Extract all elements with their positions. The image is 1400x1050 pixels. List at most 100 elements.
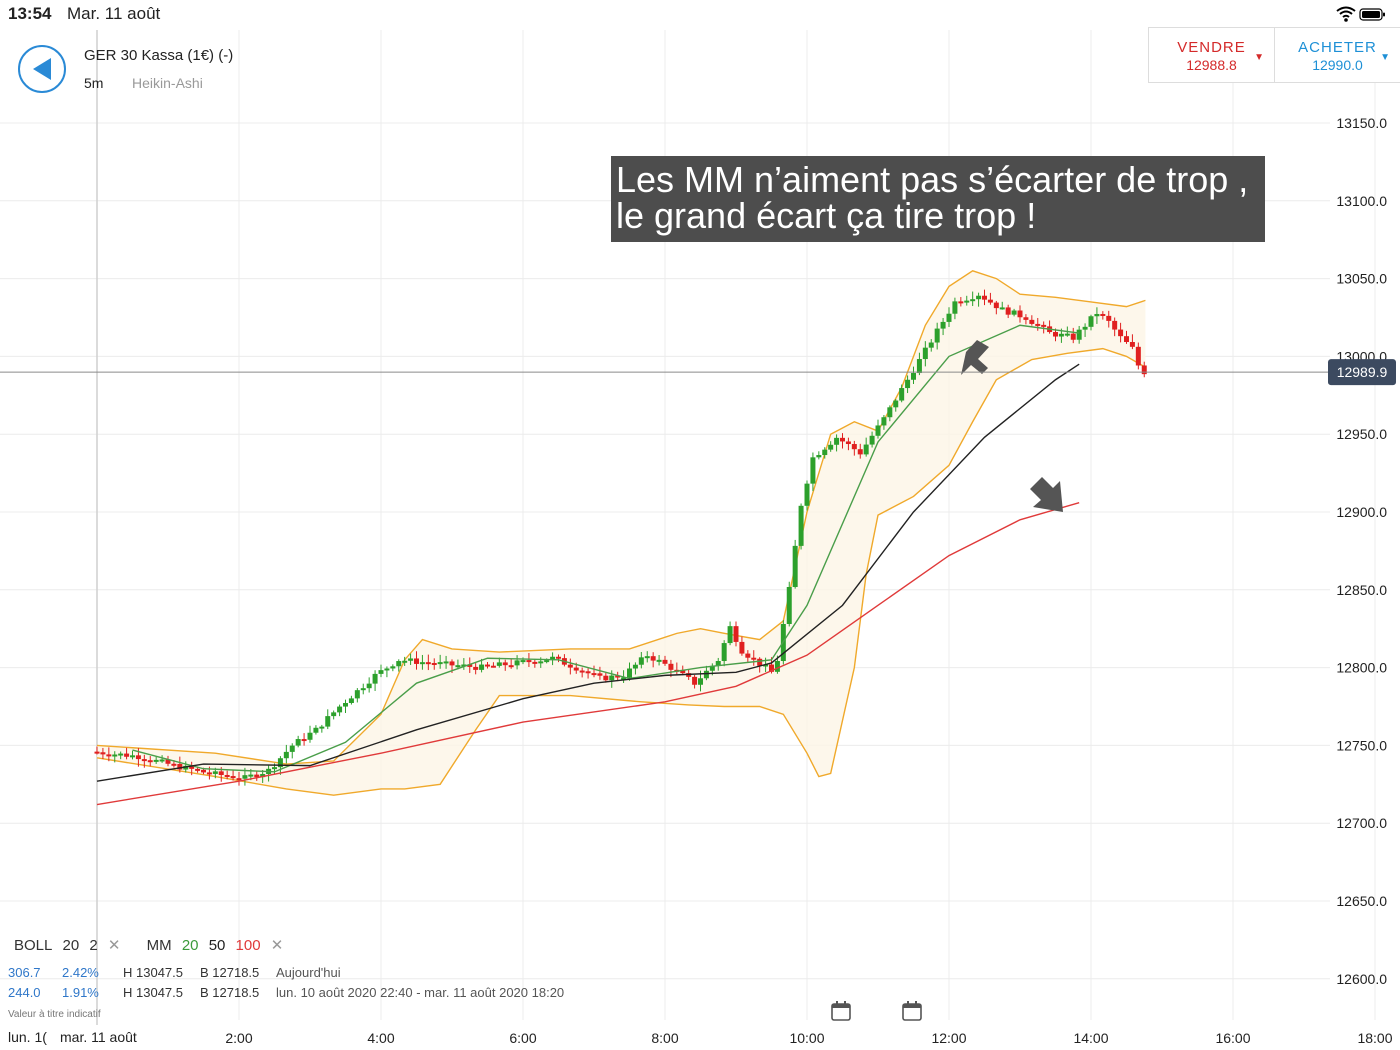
candle-body [360, 688, 366, 691]
candle-body [147, 760, 153, 763]
candle-body [893, 400, 899, 408]
candle-body [692, 676, 698, 685]
candle-body [733, 626, 739, 642]
candle-body [857, 449, 863, 455]
candle-body [106, 754, 112, 757]
moving-averages [96, 324, 1080, 806]
candle-body [1035, 323, 1041, 326]
buy-price: 12990.0 [1312, 57, 1363, 73]
candle-body [721, 643, 727, 662]
calendar-icon[interactable] [830, 1000, 852, 1022]
candle-body [461, 664, 467, 667]
candle-body [922, 347, 928, 360]
info-b2: 1.91% [62, 985, 99, 1000]
arrow-down-icon [1030, 477, 1063, 512]
indicator-legend[interactable]: BOLL 20 2 ✕ MM 20 50 100 ✕ [14, 936, 289, 954]
candle-body [970, 299, 976, 302]
candle-body [1011, 310, 1017, 315]
boll-period: 20 [62, 937, 80, 954]
candle-body [520, 660, 526, 663]
candle-body [206, 772, 212, 775]
candle-body [976, 295, 982, 300]
candle-body [224, 774, 230, 777]
buy-label: ACHETER [1298, 39, 1377, 56]
candle-body [230, 776, 236, 779]
candle-body [828, 444, 834, 450]
calendar-icon[interactable] [901, 1000, 923, 1022]
buy-button[interactable]: ACHETER 12990.0 ▼ [1275, 28, 1400, 82]
candle-body [425, 662, 431, 665]
instrument-name: GER 30 Kassa (1€) (-) [84, 47, 234, 64]
candle-body [727, 626, 733, 644]
bollinger-lower [96, 347, 1146, 796]
price-axis: 13150.013100.013050.013000.012950.012900… [0, 115, 1396, 1046]
x-tick-label: 12:00 [931, 1030, 966, 1046]
candle-body [905, 379, 911, 389]
x-tick-label: 8:00 [651, 1030, 678, 1046]
sell-label: VENDRE [1177, 39, 1246, 56]
close-icon[interactable]: ✕ [270, 937, 284, 954]
candle-body [1112, 320, 1118, 330]
mm-100: 100 [235, 937, 261, 954]
candle-body [165, 759, 171, 764]
candle-body [621, 677, 627, 680]
info-period1: Aujourd'hui [276, 965, 341, 980]
mm-label: MM [146, 937, 172, 954]
y-tick-label: 12850.0 [1336, 582, 1387, 598]
candle-body [851, 444, 857, 450]
candle-body [331, 712, 337, 717]
y-tick-label: 12900.0 [1336, 504, 1387, 520]
candlesticks [94, 289, 1147, 786]
candle-body [272, 767, 277, 770]
current-price-tag [1328, 359, 1396, 386]
candle-body [887, 407, 893, 418]
candle-body [135, 755, 141, 760]
candle-body [863, 444, 869, 455]
info-h2: H 13047.5 [123, 985, 183, 1000]
candle-body [307, 732, 313, 740]
candle-body [881, 417, 887, 426]
x-tick-label: 18:00 [1357, 1030, 1392, 1046]
candle-body [875, 425, 881, 436]
candle-body [337, 706, 343, 713]
x-tick-label: 4:00 [367, 1030, 394, 1046]
candle-body [1118, 329, 1124, 337]
arrow-up-icon [961, 340, 989, 375]
back-button[interactable] [18, 45, 66, 93]
candle-body [171, 763, 177, 766]
candle-body [585, 671, 591, 674]
candle-body [644, 656, 650, 659]
annotation-arrows [961, 340, 1063, 512]
candle-body [899, 388, 905, 401]
candle-body [964, 300, 970, 303]
candle-body [603, 675, 609, 681]
candle-body [567, 664, 573, 668]
candle-body [313, 727, 319, 733]
chart-type-selector[interactable]: Heikin-Ashi [132, 75, 203, 91]
timeframe-selector[interactable]: 5m [84, 75, 104, 91]
wifi-icon [1336, 6, 1356, 22]
battery-icon [1359, 8, 1385, 21]
candle-body [810, 457, 816, 484]
candle-body [798, 505, 804, 546]
candle-body [1088, 316, 1094, 327]
candle-body [792, 545, 798, 588]
candle-body [508, 665, 514, 668]
sell-price: 12988.8 [1186, 57, 1237, 73]
info-l1: B 12718.5 [200, 965, 260, 980]
chart-grid [0, 30, 1376, 1025]
candle-body [201, 769, 206, 773]
boll-stddev: 2 [89, 937, 98, 954]
candle-body [449, 661, 455, 666]
candle-body [1100, 313, 1106, 316]
candle-body [130, 755, 135, 758]
candle-body [343, 702, 348, 707]
candle-body [757, 658, 763, 666]
close-icon[interactable]: ✕ [107, 937, 121, 954]
candle-body [774, 661, 780, 672]
x-tick-label: 14:00 [1073, 1030, 1108, 1046]
candle-body [940, 321, 946, 329]
sell-button[interactable]: VENDRE 12988.8 ▼ [1149, 28, 1275, 82]
ma-line-mm50 [96, 363, 1080, 782]
